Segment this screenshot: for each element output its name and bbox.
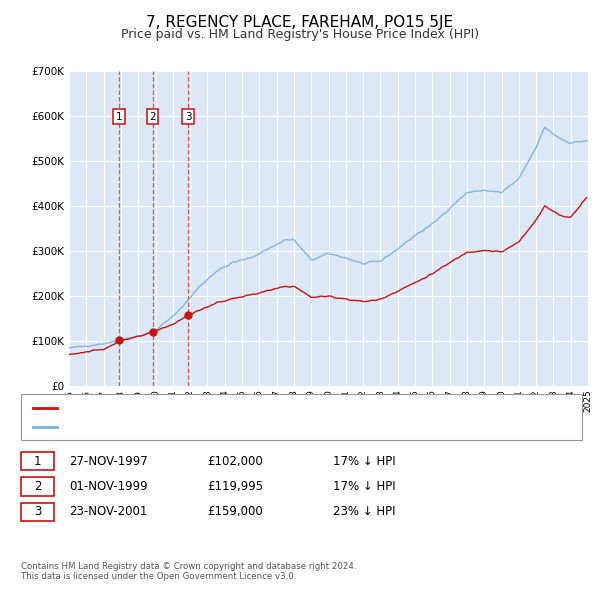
Text: 2: 2	[34, 480, 41, 493]
Text: 3: 3	[185, 112, 191, 122]
Text: 17% ↓ HPI: 17% ↓ HPI	[333, 480, 395, 493]
Text: 17% ↓ HPI: 17% ↓ HPI	[333, 454, 395, 468]
Text: 7, REGENCY PLACE, FAREHAM, PO15 5JE (detached house): 7, REGENCY PLACE, FAREHAM, PO15 5JE (det…	[60, 403, 364, 413]
Text: HPI: Average price, detached house, Fareham: HPI: Average price, detached house, Fare…	[60, 422, 298, 432]
Text: Contains HM Land Registry data © Crown copyright and database right 2024.
This d: Contains HM Land Registry data © Crown c…	[21, 562, 356, 581]
Text: 1: 1	[116, 112, 122, 122]
Text: £159,000: £159,000	[207, 505, 263, 519]
Text: 3: 3	[34, 505, 41, 519]
Text: Price paid vs. HM Land Registry's House Price Index (HPI): Price paid vs. HM Land Registry's House …	[121, 28, 479, 41]
Text: 23-NOV-2001: 23-NOV-2001	[69, 505, 148, 519]
Text: 7, REGENCY PLACE, FAREHAM, PO15 5JE: 7, REGENCY PLACE, FAREHAM, PO15 5JE	[146, 15, 454, 30]
Text: 01-NOV-1999: 01-NOV-1999	[69, 480, 148, 493]
Text: 1: 1	[34, 454, 41, 468]
Text: £102,000: £102,000	[207, 454, 263, 468]
Text: £119,995: £119,995	[207, 480, 263, 493]
Text: 27-NOV-1997: 27-NOV-1997	[69, 454, 148, 468]
Text: 2: 2	[149, 112, 156, 122]
Text: 23% ↓ HPI: 23% ↓ HPI	[333, 505, 395, 519]
